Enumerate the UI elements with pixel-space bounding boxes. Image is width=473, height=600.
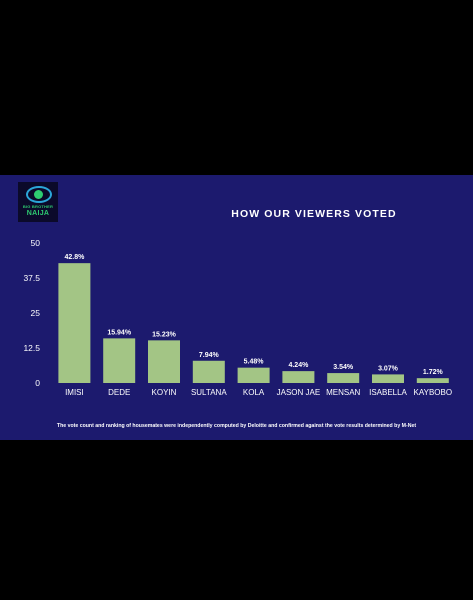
- bar: [416, 378, 449, 383]
- bar: [148, 340, 180, 383]
- bar: [58, 263, 91, 383]
- x-tick-label: DEDE: [108, 388, 130, 397]
- y-tick-label: 50: [31, 238, 41, 248]
- data-label: 1.72%: [423, 369, 444, 376]
- data-label: 15.23%: [152, 331, 177, 338]
- logo-text-line2: NAIJA: [26, 210, 50, 217]
- bar: [372, 374, 404, 383]
- bar: [192, 360, 225, 383]
- data-label: 3.07%: [378, 365, 399, 372]
- y-tick-label: 25: [31, 308, 41, 318]
- data-label: 4.24%: [288, 362, 309, 369]
- bar: [282, 371, 315, 383]
- x-tick-label: IMISI: [65, 388, 84, 397]
- data-label: 7.94%: [199, 352, 220, 359]
- y-tick-label: 12.5: [23, 343, 40, 353]
- data-label: 3.54%: [333, 364, 354, 371]
- bar: [327, 373, 360, 383]
- data-label: 15.94%: [107, 329, 132, 336]
- footnote: The vote count and ranking of housemates…: [56, 423, 417, 429]
- x-tick-label: KOLA: [243, 388, 265, 397]
- big-brother-naija-logo: BIG BROTHER NAIJA: [18, 182, 58, 222]
- x-tick-label: MENSAN: [326, 388, 360, 397]
- logo-text-line1: BIG BROTHER: [22, 204, 54, 209]
- eye-pupil-icon: [34, 190, 43, 199]
- bar: [237, 367, 270, 383]
- chart-panel: BIG BROTHER NAIJA HOW OUR VIEWERS VOTED …: [0, 175, 473, 440]
- bar: [103, 338, 136, 383]
- eye-logo-icon: [26, 186, 52, 203]
- x-tick-label: KAYBOBO: [414, 388, 453, 397]
- y-tick-label: 0: [35, 378, 40, 388]
- x-tick-label: JASON JAE: [277, 388, 321, 397]
- y-tick-label: 37.5: [23, 273, 40, 283]
- x-tick-label: ISABELLA: [369, 388, 407, 397]
- data-label: 5.48%: [244, 359, 265, 366]
- chart-title: HOW OUR VIEWERS VOTED: [231, 208, 397, 220]
- x-tick-label: SULTANA: [191, 388, 227, 397]
- x-tick-label: KOYIN: [152, 388, 177, 397]
- bar-chart: 0 12.5 25 37.5 50 42.8% IMISI 15.94% DEDE 15.23% K…: [23, 238, 453, 397]
- data-label: 42.8%: [64, 254, 85, 261]
